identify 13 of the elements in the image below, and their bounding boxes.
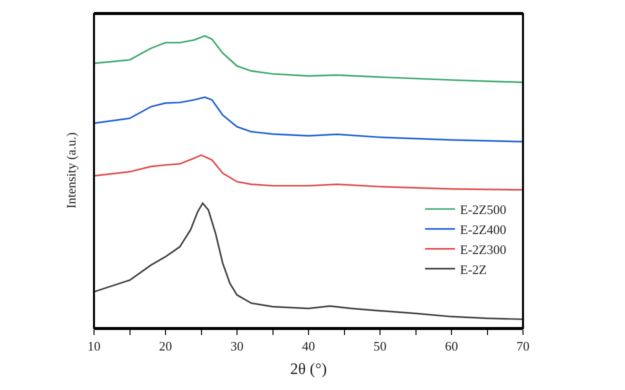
legend-label: E-2Z bbox=[460, 262, 487, 277]
x-tick-label: 40 bbox=[302, 338, 315, 354]
x-tick-label: 10 bbox=[88, 338, 100, 354]
x-tick-label: 60 bbox=[445, 338, 458, 354]
legend-label: E-2Z400 bbox=[460, 222, 506, 237]
x-tick-label: 20 bbox=[159, 338, 172, 354]
legend-label: E-2Z500 bbox=[460, 202, 506, 218]
x-axis-title: 2θ (°) bbox=[290, 360, 327, 378]
legend-label: E-2Z300 bbox=[460, 242, 506, 257]
x-tick-label: 70 bbox=[516, 338, 530, 354]
x-tick-label: 50 bbox=[374, 338, 386, 354]
x-tick-label: 30 bbox=[230, 338, 244, 354]
y-axis-title: Intensity (a.u.) bbox=[64, 132, 78, 208]
